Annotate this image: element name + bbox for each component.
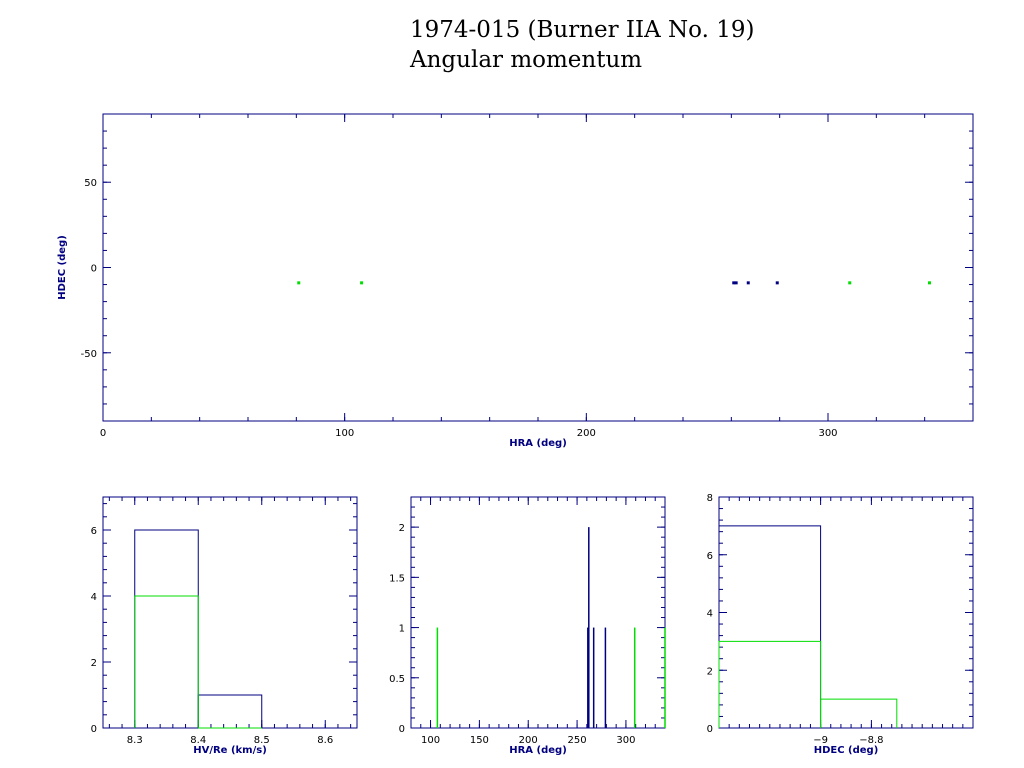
y-axis-label: HDEC (deg) (57, 235, 68, 300)
green-scatter-point (297, 281, 301, 285)
x-axis-label: HV/Re (km/s) (193, 745, 267, 756)
x-tick-label: −8.8 (859, 735, 883, 746)
blue-histogram-bar (718, 525, 822, 728)
scatter-axes-frame (102, 113, 974, 422)
x-tick-label: 0 (100, 428, 106, 439)
blue-histogram-bar (134, 529, 199, 728)
y-tick-label: 6 (91, 526, 97, 537)
x-axis-label: HRA (deg) (509, 438, 567, 449)
x-tick-label: 8.5 (254, 735, 270, 746)
x-tick-label: 8.4 (190, 735, 206, 746)
hist-hra-axes-frame (410, 496, 666, 729)
hra-histogram: 100 150 200 250 300 0 0.5 1 1.5 2 HRA (deg) (389, 496, 666, 756)
blue-scatter-point (775, 281, 779, 285)
hdec-vs-hra-scatter-plot: 0 100 200 300 -50 0 50 HRA (deg) HDEC (deg) (57, 113, 974, 449)
y-tick-label: 4 (91, 592, 97, 603)
x-tick-label: −9 (813, 735, 828, 746)
y-tick-label: 2 (399, 523, 405, 534)
x-tick-label: 8.3 (127, 735, 143, 746)
blue-scatter-point (732, 281, 736, 285)
x-axis-label: HRA (deg) (509, 745, 567, 756)
green-histogram-bar (718, 640, 822, 728)
x-tick-label: 200 (577, 428, 596, 439)
green-scatter-point (848, 281, 852, 285)
x-tick-label: 250 (568, 735, 587, 746)
green-histogram-bar (134, 595, 199, 728)
x-tick-label: 300 (616, 735, 635, 746)
y-tick-label: -50 (81, 349, 97, 360)
blue-scatter-point (734, 281, 738, 285)
green-histogram-bar (820, 698, 898, 728)
y-tick-label: 1 (399, 624, 405, 635)
blue-scatter-point (746, 281, 750, 285)
y-tick-label: 2 (91, 658, 97, 669)
hist-hv-axes-frame (102, 496, 358, 729)
x-axis-label: HDEC (deg) (814, 745, 879, 756)
y-tick-label: 0.5 (389, 674, 405, 685)
hist-hdec-axes-frame (718, 496, 974, 729)
title-line-1: 1974-015 (Burner IIA No. 19) (410, 17, 754, 43)
x-tick-label: 150 (470, 735, 489, 746)
title-line-2: Angular momentum (409, 47, 642, 73)
y-tick-label: 6 (707, 551, 713, 562)
hv-histogram: 8.3 8.4 8.5 8.6 0 2 4 6 HV/Re (km/s) (91, 496, 358, 756)
x-tick-label: 100 (421, 735, 440, 746)
x-tick-label: 100 (335, 428, 354, 439)
y-tick-label: 0 (91, 724, 97, 735)
y-tick-label: 0 (707, 724, 713, 735)
x-tick-label: 8.6 (317, 735, 333, 746)
green-scatter-point (928, 281, 931, 285)
y-tick-label: 0 (91, 264, 97, 275)
y-tick-label: 4 (707, 609, 713, 620)
y-tick-label: 50 (84, 178, 97, 189)
y-tick-label: 8 (707, 493, 713, 504)
hdec-histogram: −9 −8.8 0 2 4 6 8 HDEC (deg) (707, 493, 974, 756)
blue-histogram-bar (197, 694, 263, 728)
x-tick-label: 300 (818, 428, 837, 439)
x-tick-label: 200 (519, 735, 538, 746)
y-tick-label: 1.5 (389, 573, 405, 584)
y-tick-label: 0 (399, 724, 405, 735)
green-scatter-point (360, 281, 364, 285)
y-tick-label: 2 (707, 666, 713, 677)
